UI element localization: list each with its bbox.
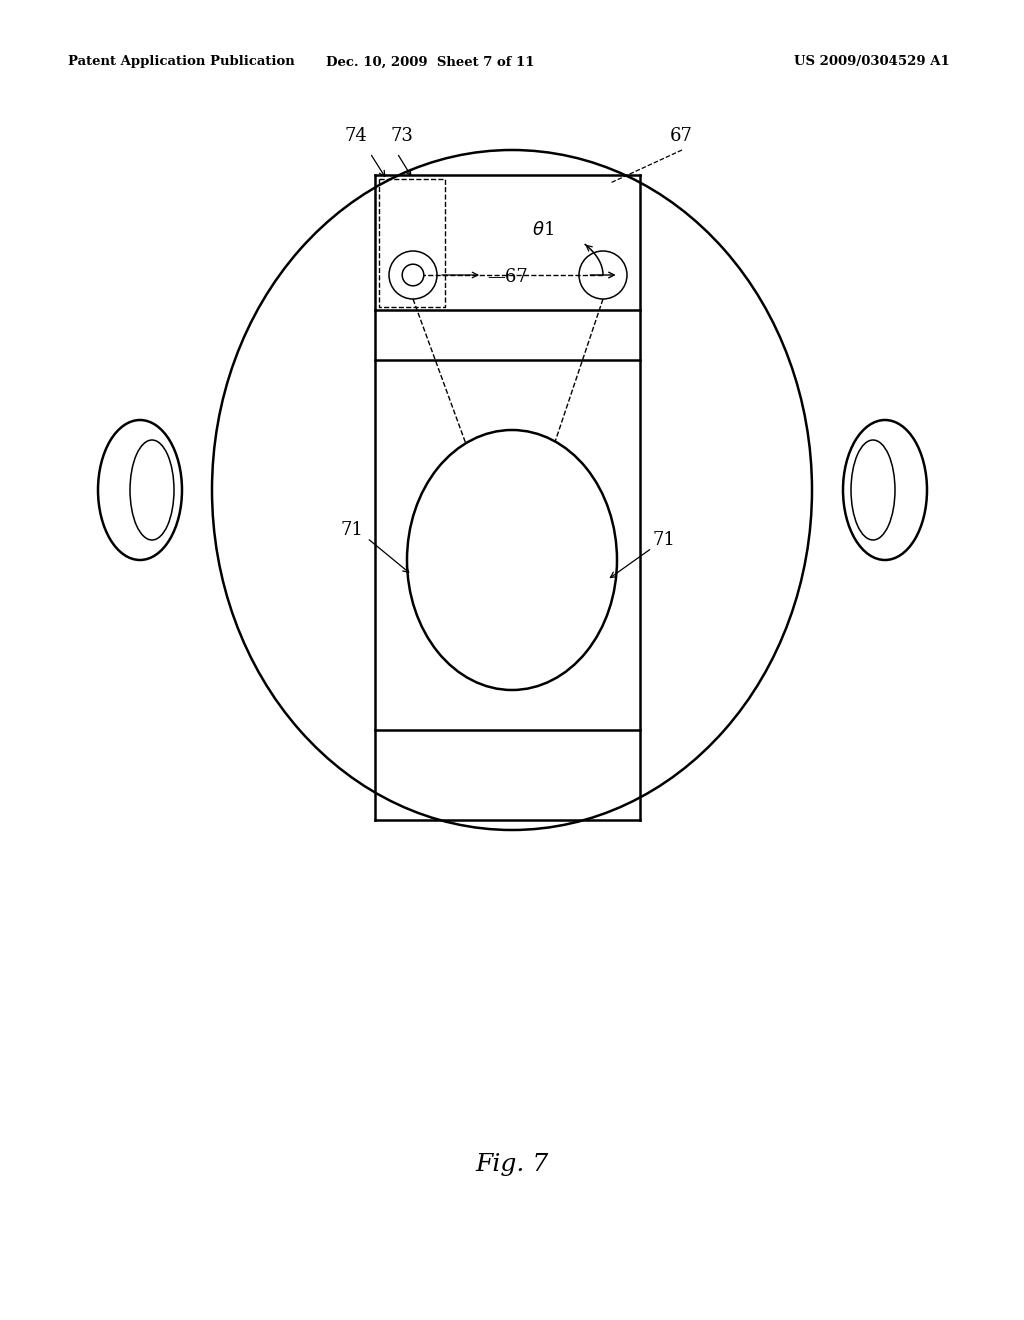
Ellipse shape (212, 150, 812, 830)
Ellipse shape (98, 420, 182, 560)
Text: Patent Application Publication: Patent Application Publication (68, 55, 295, 69)
Text: $\theta$1: $\theta$1 (532, 220, 554, 239)
Text: Dec. 10, 2009  Sheet 7 of 11: Dec. 10, 2009 Sheet 7 of 11 (326, 55, 535, 69)
Text: Fig. 7: Fig. 7 (475, 1154, 549, 1176)
Text: US 2009/0304529 A1: US 2009/0304529 A1 (795, 55, 950, 69)
Text: 71: 71 (340, 521, 362, 539)
Text: 74: 74 (344, 127, 367, 145)
Ellipse shape (407, 430, 617, 690)
Circle shape (389, 251, 437, 300)
Text: 71: 71 (652, 531, 675, 549)
Circle shape (579, 251, 627, 300)
Text: 73: 73 (390, 127, 413, 145)
Circle shape (402, 264, 424, 286)
Ellipse shape (843, 420, 927, 560)
Text: 67: 67 (670, 127, 693, 145)
Text: —67: —67 (487, 268, 527, 286)
